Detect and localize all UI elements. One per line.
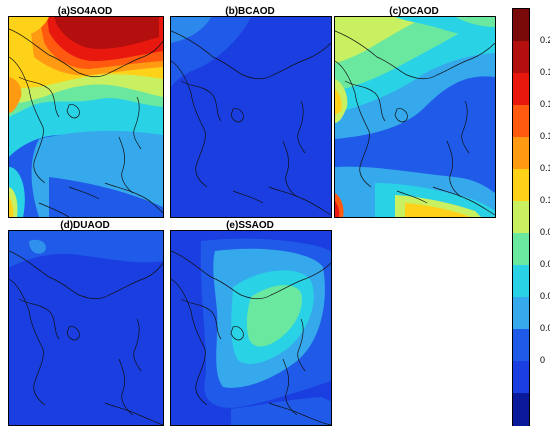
colorbar-tick-label: 0.08: [540, 227, 550, 237]
colorbar-segment: [513, 137, 529, 170]
colorbar-segment: [513, 361, 529, 394]
colorbar-segment: [513, 9, 529, 42]
colorbar-segment: [513, 73, 529, 106]
panel-title-e: (e)SSAOD: [226, 220, 274, 231]
colorbar-segment: [513, 105, 529, 138]
map-panel-bcaod: [170, 16, 332, 218]
colorbar-segment: [513, 41, 529, 74]
colorbar-tick-label: 0.14: [540, 131, 550, 141]
colorbar-tick-label: 0.16: [540, 99, 550, 109]
colorbar-segment: [513, 329, 529, 362]
colorbar-segment: [513, 393, 529, 426]
colorbar-segment: [513, 297, 529, 330]
colorbar-tick-label: 0.04: [540, 291, 550, 301]
panel-title-d: (d)DUAOD: [60, 220, 110, 231]
colorbar-segment: [513, 169, 529, 202]
panel-title-c: (c)OCAOD: [389, 6, 439, 17]
colorbar-tick-label: 0.18: [540, 67, 550, 77]
map-panel-ocaod: [334, 16, 496, 218]
colorbar: [512, 8, 530, 426]
colorbar-tick-label: 0.1: [540, 195, 550, 205]
colorbar-tick-label: 0.12: [540, 163, 550, 173]
colorbar-segment: [513, 233, 529, 266]
map-panel-duaod: [8, 230, 164, 426]
map-panel-ssaod: [170, 230, 332, 426]
colorbar-tick-label: 0.02: [540, 323, 550, 333]
colorbar-tick-label: 0: [540, 355, 546, 365]
map-panel-so4aod: [8, 16, 164, 218]
colorbar-segment: [513, 265, 529, 298]
colorbar-tick-label: 0.06: [540, 259, 550, 269]
colorbar-segment: [513, 201, 529, 234]
panel-title-b: (b)BCAOD: [225, 6, 275, 17]
panel-title-a: (a)SO4AOD: [57, 6, 113, 17]
colorbar-tick-label: 0.2: [540, 35, 550, 45]
